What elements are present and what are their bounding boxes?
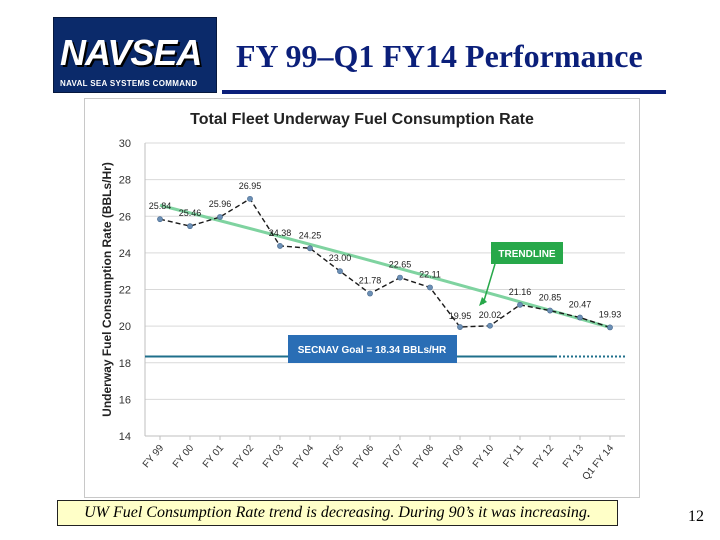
data-label: 19.93 [599, 309, 622, 319]
y-tick-label: 22 [119, 285, 131, 297]
x-tick-label: FY 08 [411, 443, 437, 471]
y-tick-label: 26 [119, 211, 131, 223]
data-label: 19.95 [449, 311, 472, 321]
fuel-rate-chart: Total Fleet Underway Fuel Consumption Ra… [100, 111, 625, 483]
data-point [187, 223, 193, 230]
data-label: 20.85 [539, 293, 562, 303]
data-point [277, 243, 283, 249]
y-tick-label: 20 [119, 321, 131, 333]
data-point [547, 307, 553, 314]
x-tick-label: FY 99 [141, 443, 167, 471]
data-point [247, 195, 253, 202]
data-point [427, 284, 433, 291]
x-tick-label: FY 02 [231, 443, 257, 471]
y-tick-label: 28 [119, 175, 131, 187]
title-underline [222, 90, 666, 94]
data-point [577, 314, 583, 321]
y-tick-label: 18 [119, 358, 131, 370]
x-tick-label: FY 04 [291, 443, 317, 471]
x-tick-label: FY 09 [441, 443, 467, 471]
slide-title: FY 99–Q1 FY14 Performance [236, 38, 643, 74]
data-label: 24.38 [269, 228, 292, 238]
x-tick-label: FY 01 [201, 443, 227, 471]
data-label: 20.47 [569, 300, 592, 310]
data-point [607, 324, 613, 331]
x-tick-label: FY 06 [351, 443, 377, 471]
x-tick-label: FY 05 [321, 443, 347, 471]
logo-subtext: NAVAL SEA SYSTEMS COMMAND [60, 79, 198, 88]
data-point [217, 214, 223, 220]
y-tick-label: 16 [119, 394, 131, 406]
data-label: 25.46 [179, 208, 202, 218]
data-point [397, 274, 403, 281]
data-point [367, 290, 373, 297]
data-point [457, 324, 463, 330]
x-tick-label: FY 12 [531, 443, 557, 471]
slide-caption: UW Fuel Consumption Rate trend is decrea… [57, 500, 618, 526]
data-point [307, 245, 313, 252]
data-point [487, 322, 493, 329]
chart-title: Total Fleet Underway Fuel Consumption Ra… [190, 111, 534, 128]
x-tick-label: FY 11 [501, 443, 526, 470]
x-tick-label: FY 13 [561, 443, 587, 471]
data-label: 24.25 [299, 230, 322, 240]
y-tick-label: 24 [119, 248, 131, 260]
data-point [337, 268, 343, 275]
data-label: 25.96 [209, 199, 232, 209]
logo-wordmark: NAVSEA [60, 32, 202, 73]
data-label: 22.65 [389, 260, 412, 270]
trendline-callout-label: TRENDLINE [498, 249, 556, 260]
data-label: 21.78 [359, 276, 382, 286]
goal-callout-box [288, 335, 457, 363]
x-tick-label: FY 03 [261, 443, 287, 471]
x-tick-label: FY 07 [381, 443, 407, 471]
data-label: 21.16 [509, 287, 532, 297]
trendline-callout-arrow [482, 263, 496, 305]
data-label: 20.02 [479, 310, 502, 320]
y-axis-title: Underway Fuel Consumption Rate (BBLs/Hr) [100, 162, 114, 417]
x-tick-label: FY 00 [171, 443, 197, 471]
x-tick-label: FY 10 [471, 443, 497, 471]
navsea-logo: NAVSEA NAVAL SEA SYSTEMS COMMAND [53, 17, 217, 93]
data-label: 23.00 [329, 253, 352, 263]
y-tick-label: 30 [119, 138, 131, 150]
page-number: 12 [688, 508, 704, 525]
data-label: 25.84 [149, 201, 172, 211]
y-tick-label: 14 [119, 431, 131, 443]
trendline-callout-box [491, 242, 563, 264]
x-tick-label: Q1 FY 14 [580, 443, 616, 483]
goal-callout-label: SECNAV Goal = 18.34 BBLs/HR [298, 345, 447, 356]
data-label: 22.11 [419, 269, 441, 279]
series-line [159, 197, 611, 329]
data-label: 26.95 [239, 181, 262, 191]
chart-panel: Total Fleet Underway Fuel Consumption Ra… [84, 98, 640, 498]
data-point [517, 301, 523, 308]
trendline-callout-arrowhead [479, 297, 487, 306]
trendline-curve [159, 203, 611, 329]
data-point [157, 216, 163, 223]
